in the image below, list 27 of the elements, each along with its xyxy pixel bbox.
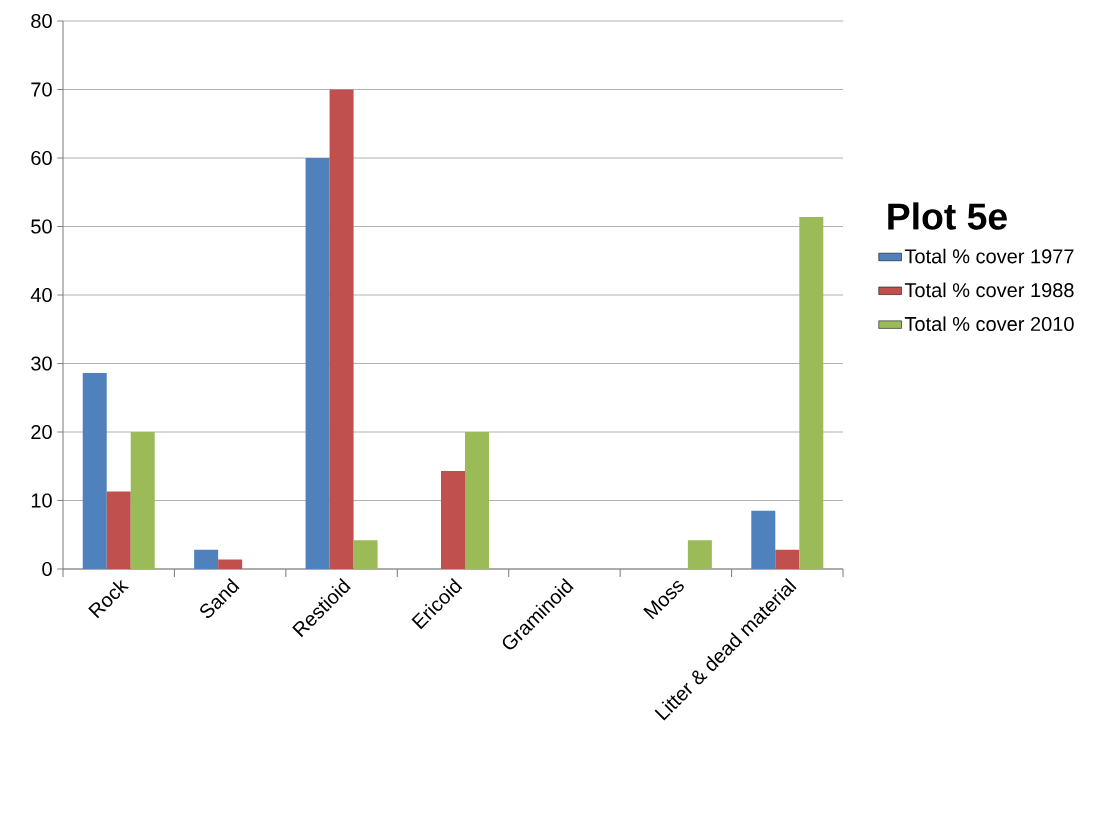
y-tick-label: 10 xyxy=(31,493,52,508)
bar xyxy=(687,540,712,569)
bar xyxy=(465,432,490,569)
y-tick-label: 80 xyxy=(31,13,52,29)
bar xyxy=(194,549,219,569)
y-tick-label: 0 xyxy=(42,561,52,577)
y-tick-label: 30 xyxy=(31,356,52,371)
bar xyxy=(441,471,466,569)
bar xyxy=(751,510,776,569)
bar xyxy=(305,158,330,569)
bar xyxy=(218,559,243,569)
y-tick-label: 70 xyxy=(31,82,52,97)
legend-label: Total % cover 2010 xyxy=(904,316,1074,332)
bar xyxy=(329,89,354,569)
bar xyxy=(353,540,378,569)
bar xyxy=(799,216,824,569)
bar xyxy=(775,549,800,569)
legend-title: Plot 5e xyxy=(888,202,1007,230)
bar xyxy=(130,432,155,569)
bar xyxy=(106,491,131,569)
y-tick-label: 40 xyxy=(30,287,52,303)
legend-label: Total % cover 1977 xyxy=(904,248,1074,264)
y-tick-label: 20 xyxy=(31,424,52,440)
y-tick-label: 50 xyxy=(31,219,52,234)
bar xyxy=(82,373,107,569)
legend-label: Total % cover 1988 xyxy=(904,282,1074,298)
y-tick-label: 60 xyxy=(31,150,52,166)
